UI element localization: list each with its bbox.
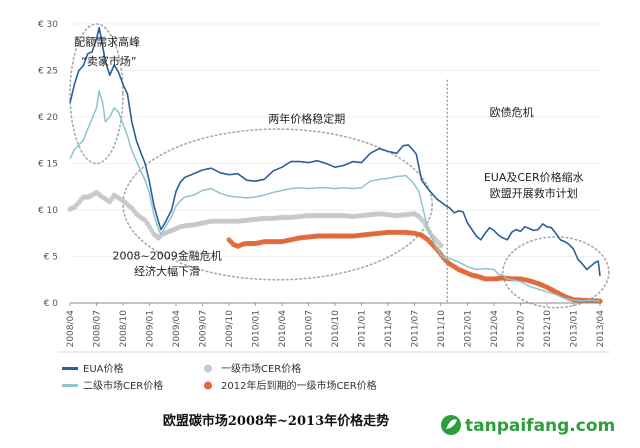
y-tick-label: € 15 (38, 160, 58, 170)
x-tick-label: 2008/07 (93, 310, 103, 347)
x-tick-label: 2009/04 (172, 310, 182, 348)
series-line (69, 26, 601, 277)
brand-logo: tanpaifang.com (441, 415, 615, 436)
series-line (69, 90, 601, 302)
x-axis-ticks: 2008/04 2008/07 2008/10 2009/01 2009/04 2009/… (66, 303, 606, 347)
legend-dot-swatch (204, 364, 212, 373)
annotation-label: 配额需求高峰 (74, 34, 140, 48)
legend-dot-swatch (204, 381, 212, 390)
highlight-ellipse (122, 128, 433, 281)
x-tick-label: 2013/04 (596, 310, 606, 348)
x-tick-label: 2010/04 (278, 310, 288, 348)
y-tick-label: € 10 (38, 206, 58, 216)
legend-label: 一级市场CER价格 (221, 362, 301, 375)
y-tick-label: € 30 (38, 20, 58, 30)
annotation-label: “卖家市场” (81, 54, 136, 68)
x-tick-label: 2009/01 (146, 310, 156, 347)
x-tick-label: 2011/04 (384, 310, 394, 348)
highlight-ellipse (502, 236, 610, 309)
x-tick-label: 2010/10 (331, 310, 341, 348)
chart-title: 欧盟碳市场2008年~2013年价格走势 (163, 413, 389, 429)
x-tick-label: 2012/07 (517, 310, 527, 347)
y-tick-label: € 5 (44, 253, 58, 263)
legend-label: 二级市场CER价格 (83, 379, 163, 392)
x-tick-label: 2009/10 (225, 310, 235, 348)
legend-label: 2012年后到期的一级市场CER价格 (221, 379, 377, 392)
x-tick-label: 2011/01 (358, 310, 368, 347)
x-tick-label: 2012/04 (490, 310, 500, 348)
legend-label: EUA价格 (83, 362, 123, 375)
legend-item: 二级市场CER价格 (62, 379, 163, 392)
x-tick-label: 2008/10 (119, 310, 129, 348)
annotation-label: 2008~2009金融危机 (113, 248, 222, 262)
series-layer (67, 26, 603, 304)
x-tick-label: 2010/01 (252, 310, 262, 347)
y-tick-label: € 0 (44, 299, 59, 309)
y-tick-label: € 20 (38, 113, 58, 123)
y-tick-label: € 25 (38, 67, 58, 77)
annotation-label: 欧盟开展救市计划 (490, 186, 578, 200)
x-tick-label: 2013/01 (570, 310, 580, 347)
x-tick-label: 2012/10 (543, 310, 553, 348)
leaf-logo-mark (446, 419, 457, 429)
annotation-label: 两年价格稳定期 (268, 112, 345, 126)
x-tick-label: 2011/07 (411, 310, 421, 347)
x-tick-label: 2010/07 (305, 310, 315, 347)
x-tick-label: 2008/04 (66, 310, 76, 348)
y-axis-ticks: € 0 € 5 € 10 € 15 € 20 € 25 € 30 (38, 20, 58, 309)
annotation-label: EUA及CER价格缩水 (484, 170, 584, 184)
annotations: 配额需求高峰 “卖家市场” 两年价格稳定期 欧债危机 EUA及CER价格缩水欧盟开展救市… (74, 34, 584, 278)
brand-text: tanpaifang.com (465, 416, 615, 436)
annotation-label: 欧债危机 (490, 105, 534, 119)
x-tick-label: 2012/01 (464, 310, 474, 347)
x-tick-label: 2009/07 (199, 310, 209, 347)
legend-item: 2012年后到期的一级市场CER价格 (204, 379, 377, 392)
legend-item: EUA价格 (62, 362, 123, 375)
series-dot (438, 242, 444, 248)
x-tick-label: 2011/10 (437, 310, 447, 348)
series-dot (146, 224, 153, 230)
highlight-ellipse (69, 23, 124, 165)
legend-item: 一级市场CER价格 (204, 362, 301, 375)
annotation-label: 经济大幅下滑 (134, 264, 200, 278)
y-gridlines (70, 23, 600, 257)
highlight-ellipses (69, 23, 610, 309)
